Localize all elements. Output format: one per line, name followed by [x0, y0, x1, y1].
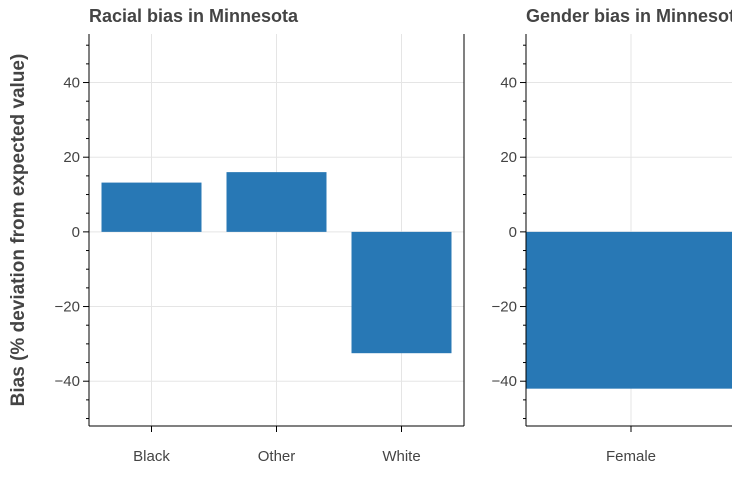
y-tick-label: −40	[492, 373, 517, 390]
bar-other	[226, 172, 327, 232]
y-tick-label: −20	[492, 299, 517, 316]
y-tick-label: 40	[500, 75, 517, 92]
chart-title: Gender bias in Minnesota	[526, 6, 732, 26]
y-axis-label: Bias (% deviation from expected value)	[8, 54, 29, 407]
x-tick-label: Other	[258, 448, 296, 465]
x-tick-label: Black	[133, 448, 170, 465]
y-tick-label: 0	[509, 224, 517, 241]
y-tick-label: −40	[55, 373, 80, 390]
x-tick-label: Female	[606, 448, 656, 465]
bar-black	[101, 182, 202, 232]
chart-title: Racial bias in Minnesota	[89, 6, 299, 26]
y-tick-label: 20	[63, 149, 80, 166]
x-tick-label: White	[382, 448, 420, 465]
y-tick-label: 20	[500, 149, 517, 166]
bar-white	[351, 231, 452, 354]
y-tick-label: −20	[55, 299, 80, 316]
y-tick-label: 0	[72, 224, 80, 241]
racial-bias-panel: Racial bias in Minnesota −40 −20 0 20 40 Black…	[55, 6, 465, 465]
gender-bias-panel: Gender bias in Minnesota −40 −20 0 20 40 Femal…	[492, 6, 732, 465]
bar-female	[526, 231, 732, 389]
y-tick-label: 40	[63, 75, 80, 92]
